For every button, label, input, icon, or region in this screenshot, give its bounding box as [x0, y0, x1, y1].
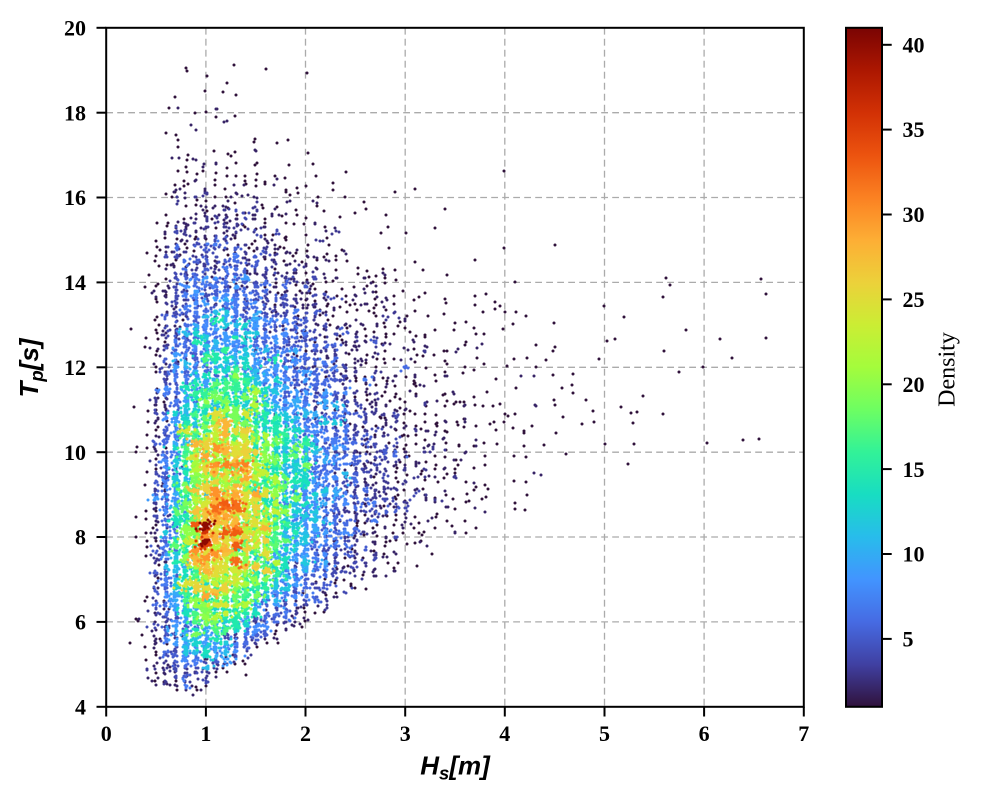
svg-text:15: 15	[903, 457, 925, 482]
svg-text:3: 3	[400, 721, 411, 746]
svg-text:14: 14	[64, 270, 86, 295]
svg-text:1: 1	[200, 721, 211, 746]
svg-text:0: 0	[101, 721, 112, 746]
svg-text:4: 4	[499, 721, 510, 746]
svg-text:6: 6	[699, 721, 710, 746]
svg-text:10: 10	[64, 440, 86, 465]
svg-text:8: 8	[75, 525, 86, 550]
svg-text:12: 12	[64, 355, 86, 380]
svg-text:18: 18	[64, 100, 86, 125]
svg-text:5: 5	[903, 627, 914, 652]
svg-text:35: 35	[903, 117, 925, 142]
svg-text:2: 2	[300, 721, 311, 746]
svg-text:4: 4	[75, 694, 86, 719]
svg-text:30: 30	[903, 202, 925, 227]
svg-text:Density: Density	[935, 332, 961, 407]
svg-text:10: 10	[903, 542, 925, 567]
svg-text:40: 40	[903, 32, 925, 57]
svg-text:25: 25	[903, 287, 925, 312]
svg-text:Tp[s]: Tp[s]	[14, 337, 47, 397]
svg-text:5: 5	[599, 721, 610, 746]
svg-text:Hs[m]: Hs[m]	[420, 751, 491, 784]
svg-text:6: 6	[75, 610, 86, 635]
svg-text:16: 16	[64, 185, 86, 210]
svg-text:20: 20	[64, 15, 86, 40]
svg-text:20: 20	[903, 372, 925, 397]
svg-text:7: 7	[798, 721, 809, 746]
